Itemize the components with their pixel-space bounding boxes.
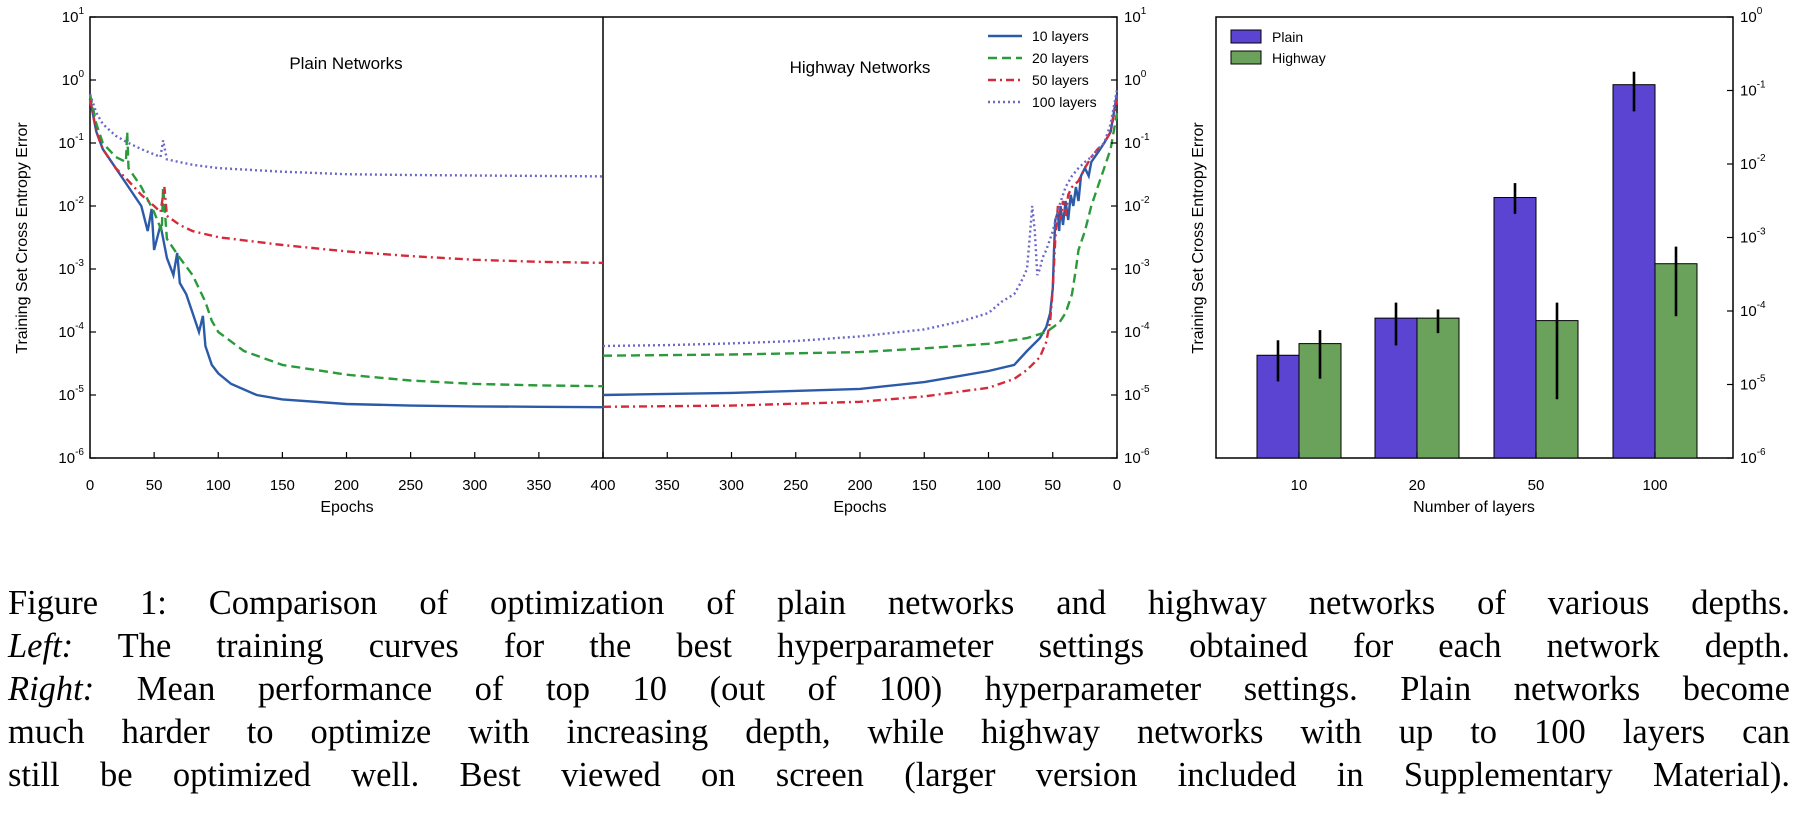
highway-x-tick-label: 350 <box>655 477 680 494</box>
plain-y-tick-label: 101 <box>62 6 85 26</box>
plain-series-10-layers <box>88 98 604 409</box>
plain-series-50-layers <box>88 98 604 265</box>
plain-y-tick-label: 10-2 <box>58 195 84 215</box>
bar-x-tick-label: 100 <box>1642 477 1667 494</box>
highway-y-tick-label: 10-1 <box>1124 132 1150 152</box>
bar-legend-label-plain: Plain <box>1272 29 1303 45</box>
caption-line-4: much harder to optimize with increasing … <box>8 713 1790 751</box>
plain-x-tick-label: 250 <box>398 477 423 494</box>
figure-caption: Figure 1: Comparison of optimization of … <box>8 582 1790 797</box>
plain-series-20-layers <box>88 93 604 388</box>
training-curves-plot: 101 100 10-1 10-2 10-3 10-4 10-5 10-6 101 100 10-1… <box>14 6 1150 516</box>
highway-y-tick-label: 10-5 <box>1124 384 1150 404</box>
bar-plain-50 <box>1493 197 1537 459</box>
plain-networks-title: Plain Networks <box>289 54 402 73</box>
caption-figure-label: Figure 1: <box>8 584 167 622</box>
bar-y-tick-label: 10-1 <box>1740 80 1766 100</box>
highway-series-50-layers <box>602 98 1119 408</box>
highway-y-tick-label: 100 <box>1124 69 1147 89</box>
plain-x-tick-label: 150 <box>270 477 295 494</box>
highway-y-tick-label: 10-4 <box>1124 321 1150 341</box>
caption-right-label: Right: <box>8 670 95 708</box>
caption-line-2-text: The training curves for the best hyperpa… <box>117 627 1790 665</box>
plain-x-tick-label: 100 <box>206 477 231 494</box>
bar-y-tick-label: 100 <box>1740 6 1763 26</box>
left-y-axis-label: Training Set Cross Entropy Error <box>14 122 31 354</box>
plain-y-tick-label: 10-3 <box>58 258 84 278</box>
plain-x-tick-label: 200 <box>334 477 359 494</box>
legend-label-100-layers: 100 layers <box>1032 94 1097 110</box>
plain-y-tick-label: 10-6 <box>58 447 84 467</box>
highway-y-tick-label: 101 <box>1124 6 1147 26</box>
plain-x-tick-label: 50 <box>146 477 163 494</box>
bar-legend-swatch-plain <box>1230 29 1262 44</box>
plain-x-tick-label: 0 <box>86 477 94 494</box>
highway-x-tick-label: 400 <box>590 477 615 494</box>
plain-y-tick-label: 10-4 <box>58 321 84 341</box>
highway-y-tick-label: 10-2 <box>1124 195 1150 215</box>
legend-label-10-layers: 10 layers <box>1032 28 1089 44</box>
bar-y-tick-label: 10-6 <box>1740 447 1766 467</box>
caption-line-3-text: Mean performance of top 10 (out of 100) … <box>136 670 1790 708</box>
figure-charts: 10110010-110-210-310-410-510-610110010-1… <box>14 6 1766 516</box>
bar-plain-100 <box>1612 84 1656 459</box>
bar-plot: 100 10-1 10-2 10-3 10-4 10-5 10-6 10 20 50 100 Num… <box>1190 6 1766 516</box>
bar-legend: Plain Highway <box>1230 29 1326 66</box>
bar-x-tick-label: 50 <box>1528 477 1545 494</box>
caption-left-label: Left: <box>8 627 74 665</box>
plain-x-tick-label: 350 <box>526 477 551 494</box>
bar-y-axis-label: Training Set Cross Entropy Error <box>1190 122 1207 354</box>
plain-y-tick-label: 100 <box>62 69 85 89</box>
highway-y-tick-label: 10-6 <box>1124 447 1150 467</box>
bar-y-tick-label: 10-5 <box>1740 374 1766 394</box>
caption-line-1: Figure 1: Comparison of optimization of … <box>8 582 1790 625</box>
caption-line-3: Right: Mean performance of top 10 (out o… <box>8 668 1790 711</box>
highway-x-tick-label: 250 <box>783 477 808 494</box>
bar-y-tick-label: 10-3 <box>1740 227 1766 247</box>
plain-series-100-layers <box>88 93 604 178</box>
highway-x-axis-label: Epochs <box>833 499 886 516</box>
bar-legend-label-highway: Highway <box>1272 50 1326 66</box>
highway-x-tick-label: 100 <box>976 477 1001 494</box>
highway-x-tick-label: 50 <box>1044 477 1061 494</box>
caption-line-1-text: Comparison of optimization of plain netw… <box>208 584 1790 622</box>
line-legend: 10 layers 20 layers 50 layers 100 layers <box>988 28 1097 110</box>
highway-x-tick-label: 300 <box>719 477 744 494</box>
caption-line-5: still be optimized well. Best viewed on … <box>8 756 1790 794</box>
highway-x-tick-label: 150 <box>912 477 937 494</box>
highway-x-tick-label: 200 <box>847 477 872 494</box>
highway-y-tick-label: 10-3 <box>1124 258 1150 278</box>
highway-x-tick-label: 0 <box>1113 477 1121 494</box>
plain-x-axis-label: Epochs <box>320 499 373 516</box>
plain-x-tick-label: 300 <box>462 477 487 494</box>
highway-series-20-layers <box>602 112 1119 357</box>
bar-x-axis-label: Number of layers <box>1413 499 1535 516</box>
legend-label-50-layers: 50 layers <box>1032 72 1089 88</box>
bar-highway-20 <box>1416 317 1460 459</box>
plain-y-tick-label: 10-1 <box>58 132 84 152</box>
plain-y-tick-label: 10-5 <box>58 384 84 404</box>
highway-series-100-layers <box>602 89 1119 348</box>
bar-y-tick-label: 10-4 <box>1740 300 1766 320</box>
highway-networks-title: Highway Networks <box>790 58 931 77</box>
bar-legend-swatch-highway <box>1230 50 1262 65</box>
highway-series-10-layers <box>602 93 1119 397</box>
bar-y-tick-label: 10-2 <box>1740 153 1766 173</box>
caption-line-2: Left: The training curves for the best h… <box>8 625 1790 668</box>
bar-x-tick-label: 20 <box>1409 477 1426 494</box>
bar-x-tick-label: 10 <box>1291 477 1308 494</box>
legend-label-20-layers: 20 layers <box>1032 50 1089 66</box>
